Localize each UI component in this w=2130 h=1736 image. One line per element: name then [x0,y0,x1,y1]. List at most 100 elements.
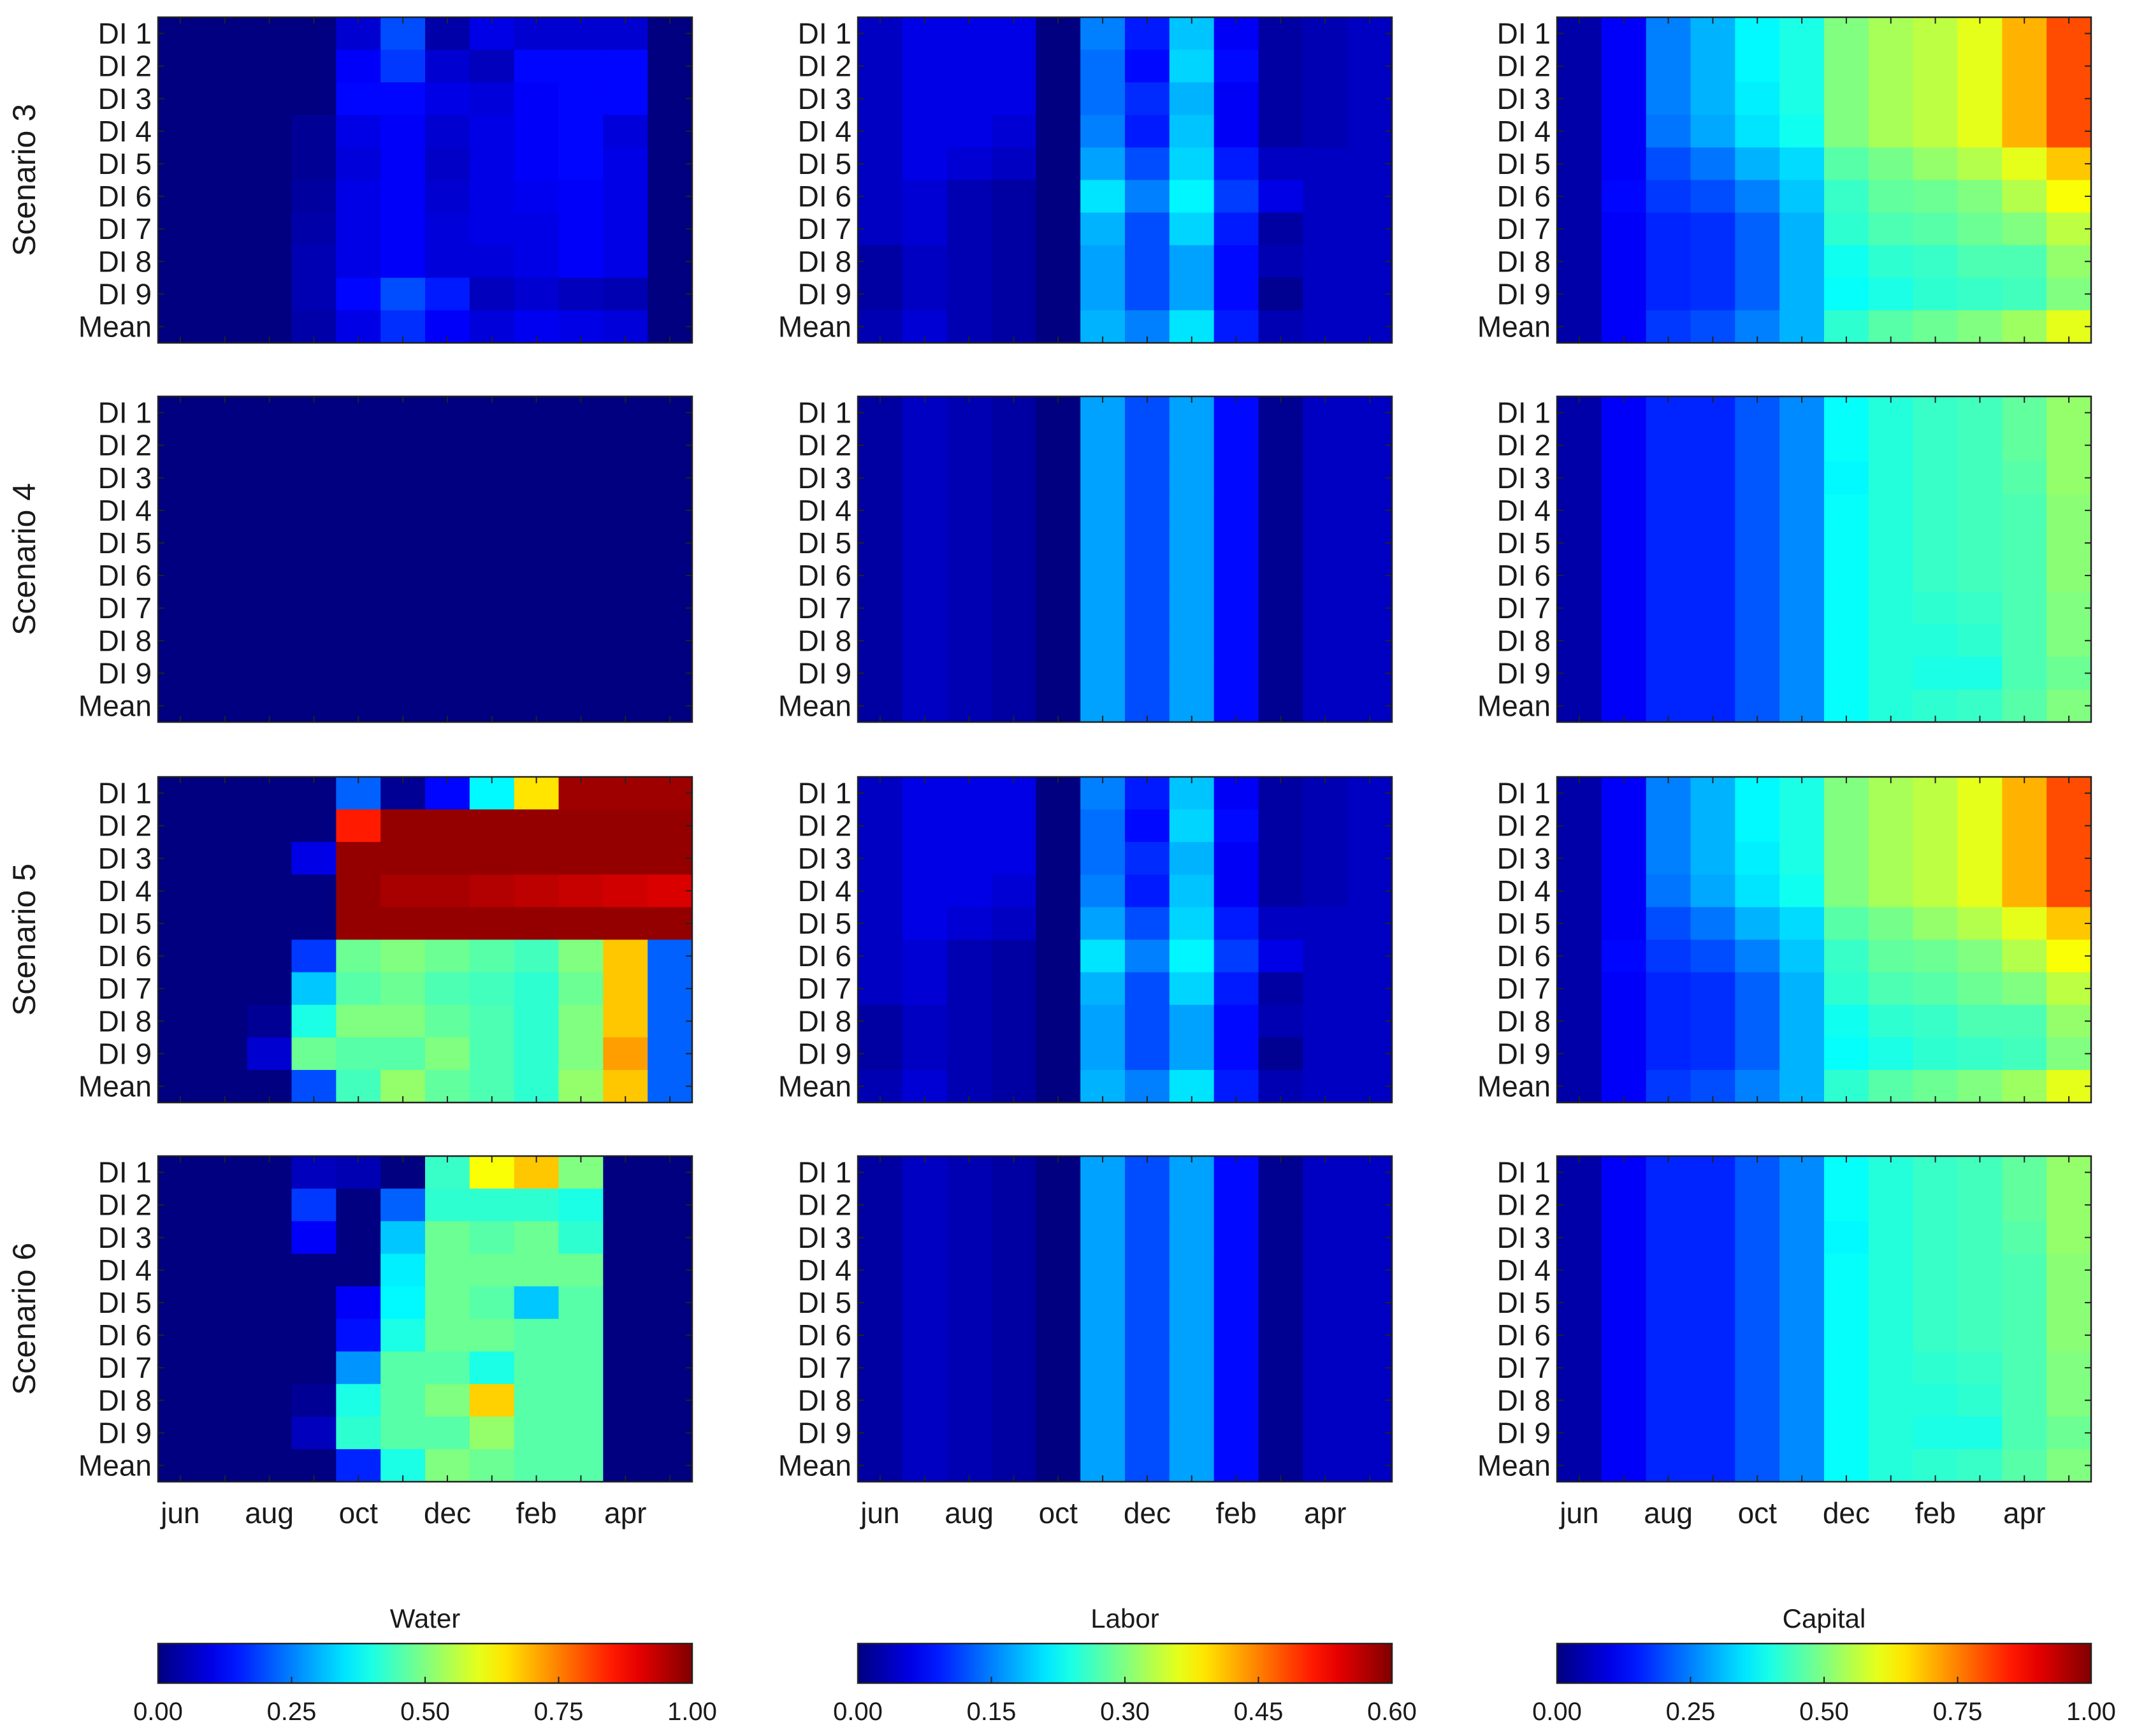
heatmap-cell [425,494,470,527]
heatmap-cell [2047,624,2092,658]
heatmap-cell [336,429,381,462]
heatmap-cell [946,874,992,908]
y-tick-label: DI 4 [98,1254,152,1287]
heatmap-cell [380,277,426,311]
y-tick-label: DI 8 [98,1384,152,1417]
heatmap-cell [2047,50,2092,83]
heatmap-cell [336,907,381,941]
heatmap-cell [858,115,903,148]
heatmap-cell [1080,972,1126,1006]
heatmap-cell [514,494,560,527]
heatmap-cell [1169,1319,1215,1352]
heatmap-cell [648,494,693,527]
heatmap-cell [469,624,515,658]
heatmap-cell [202,429,248,462]
heatmap-cell [558,809,604,843]
y-tick-label: DI 9 [98,1416,152,1449]
y-tick-label: DI 2 [98,50,152,83]
y-tick-label: DI 5 [798,907,851,940]
heatmap-cell [425,245,470,278]
heatmap-cell [202,115,248,148]
y-tick-label: Mean [78,1069,152,1103]
heatmap-cell [858,1254,903,1287]
heatmap-cell [2047,1416,2092,1450]
heatmap-cell [1957,494,2003,527]
heatmap-cell [1125,559,1170,593]
heatmap-cell [1779,1189,1825,1222]
heatmap-cell [1080,277,1126,311]
heatmap-cell [946,245,992,278]
heatmap-cell [425,50,470,83]
heatmap-cell [1646,1254,1692,1287]
heatmap-cell [902,1189,948,1222]
heatmap-cell [336,180,381,213]
heatmap-cell [1868,809,1914,843]
heatmap-cell [1824,1221,1869,1254]
heatmap-cell [858,1351,903,1385]
heatmap-cell [1735,972,1780,1006]
heatmap-cell [380,212,426,246]
heatmap-cell [514,115,560,148]
heatmap-cell [648,972,693,1006]
heatmap-cell [858,429,903,462]
heatmap-cell [1080,526,1126,560]
heatmap-cell [1957,245,2003,278]
heatmap-cell [291,591,337,625]
heatmap-cell [946,212,992,246]
heatmap-cell [1036,1004,1081,1038]
y-tick-label: DI 7 [1497,212,1551,245]
heatmap-cell [902,180,948,213]
heatmap-cell [247,1384,293,1417]
heatmap-cell [1347,1351,1393,1385]
y-tick-label: DI 2 [798,429,851,462]
heatmap-cell [558,907,604,941]
heatmap-cell [558,1416,604,1450]
heatmap-cell [1735,277,1780,311]
heatmap-cell [380,82,426,115]
heatmap-cell [1735,591,1780,625]
y-tick-label: DI 1 [798,17,851,50]
heatmap-cell [469,277,515,311]
heatmap-cell [202,494,248,527]
heatmap-cell [1824,874,1869,908]
y-tick-label: DI 9 [798,1037,851,1070]
heatmap-cell [1824,1416,1869,1450]
heatmap-cell [336,1384,381,1417]
heatmap-cell [1646,494,1692,527]
heatmap-cell [1646,180,1692,213]
heatmap-cell [291,1351,337,1385]
y-tick-label: DI 4 [798,494,851,527]
heatmap-cell [1868,624,1914,658]
heatmap-cell [469,429,515,462]
heatmap-cell [2047,1286,2092,1320]
x-tick-label: jun [1558,1496,1598,1530]
heatmap-cell [2047,656,2092,690]
heatmap-cell [380,559,426,593]
heatmap-cell [514,907,560,941]
heatmap-cell [380,1004,426,1038]
heatmap-cell [603,115,648,148]
heatmap-cell [380,809,426,843]
heatmap-cell [291,656,337,690]
heatmap-cell [158,180,203,213]
heatmap-cell [603,1416,648,1450]
y-tick-label: DI 4 [98,115,152,148]
heatmap-cell [202,809,248,843]
heatmap-cell [946,559,992,593]
y-tick-label: DI 3 [798,842,851,875]
heatmap-cell [514,1004,560,1038]
heatmap-cell [1735,50,1780,83]
heatmap-cell [603,907,648,941]
heatmap-cell [1646,1319,1692,1352]
heatmap-cell [469,1254,515,1287]
heatmap-cell [202,656,248,690]
heatmap-cell [469,147,515,181]
x-tick-label: apr [1304,1496,1346,1530]
heatmap-cell [1646,82,1692,115]
heatmap-cell [291,624,337,658]
heatmap-cell [1646,1004,1692,1038]
heatmap-cell [648,1221,693,1254]
heatmap-cell [1646,1416,1692,1450]
heatmap-cell [1601,115,1647,148]
heatmap-cell [1646,809,1692,843]
